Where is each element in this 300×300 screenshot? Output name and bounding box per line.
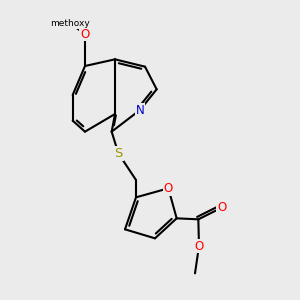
- Text: O: O: [164, 182, 173, 195]
- Text: N: N: [136, 103, 144, 116]
- Text: methoxy: methoxy: [50, 19, 90, 28]
- Text: O: O: [217, 201, 226, 214]
- Text: O: O: [194, 239, 204, 253]
- Text: S: S: [114, 147, 122, 160]
- Text: O: O: [80, 28, 90, 40]
